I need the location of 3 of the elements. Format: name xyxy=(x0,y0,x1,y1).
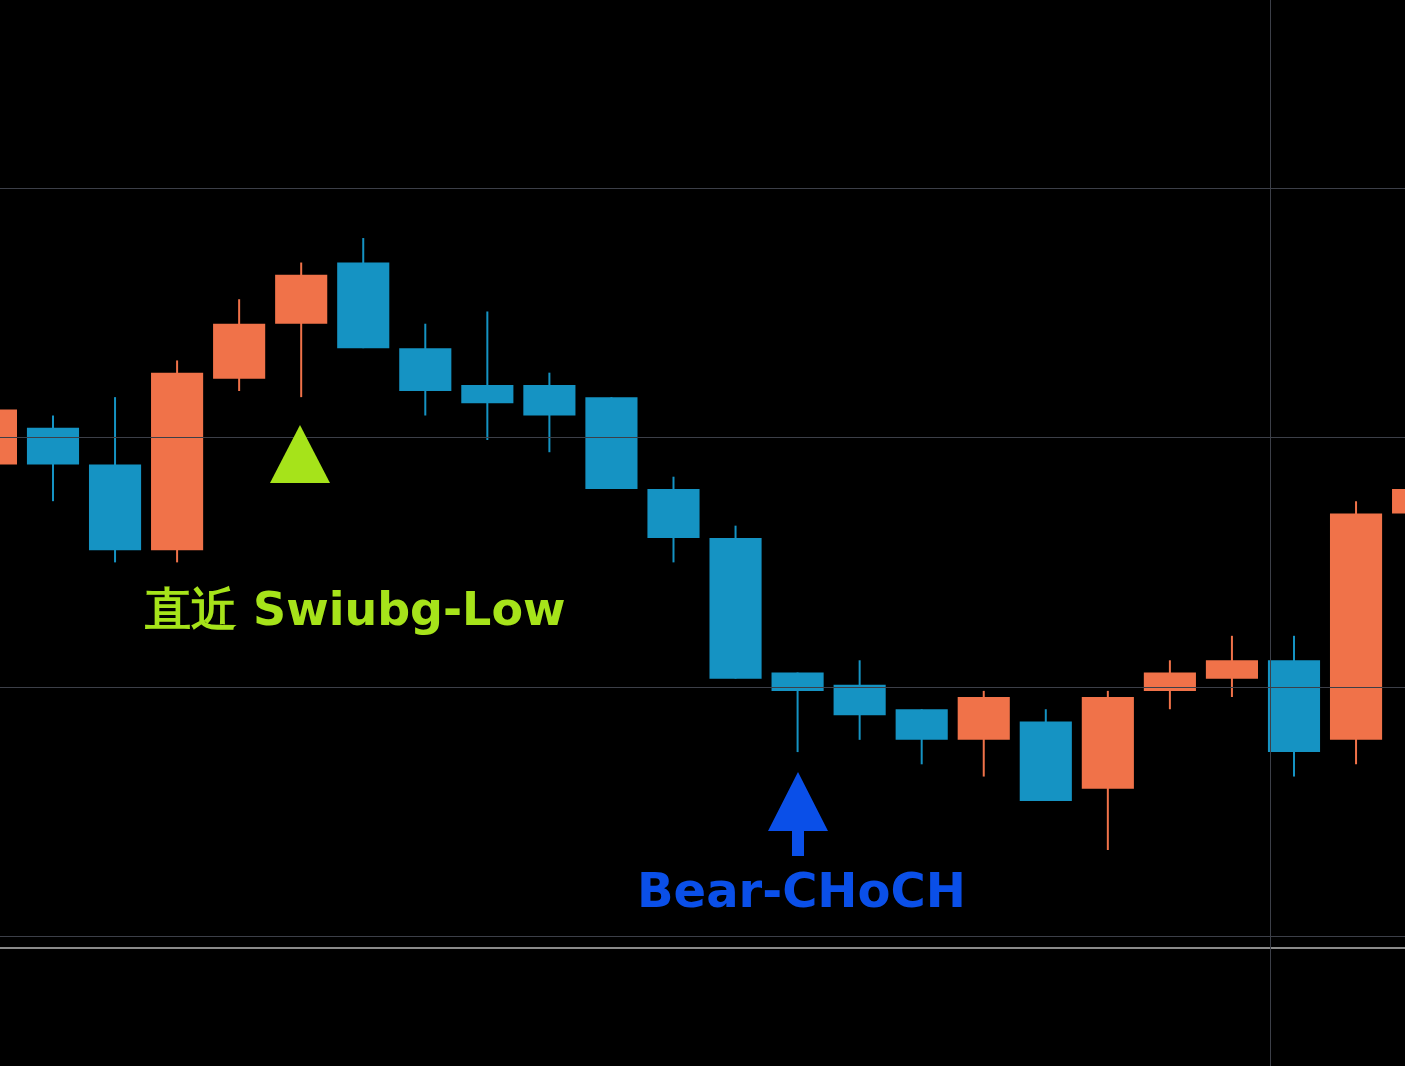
annotation: 直近 Swiubg-Low xyxy=(145,582,566,636)
text: Bear-CHoCH xyxy=(637,862,966,918)
candlestick xyxy=(461,310,514,441)
